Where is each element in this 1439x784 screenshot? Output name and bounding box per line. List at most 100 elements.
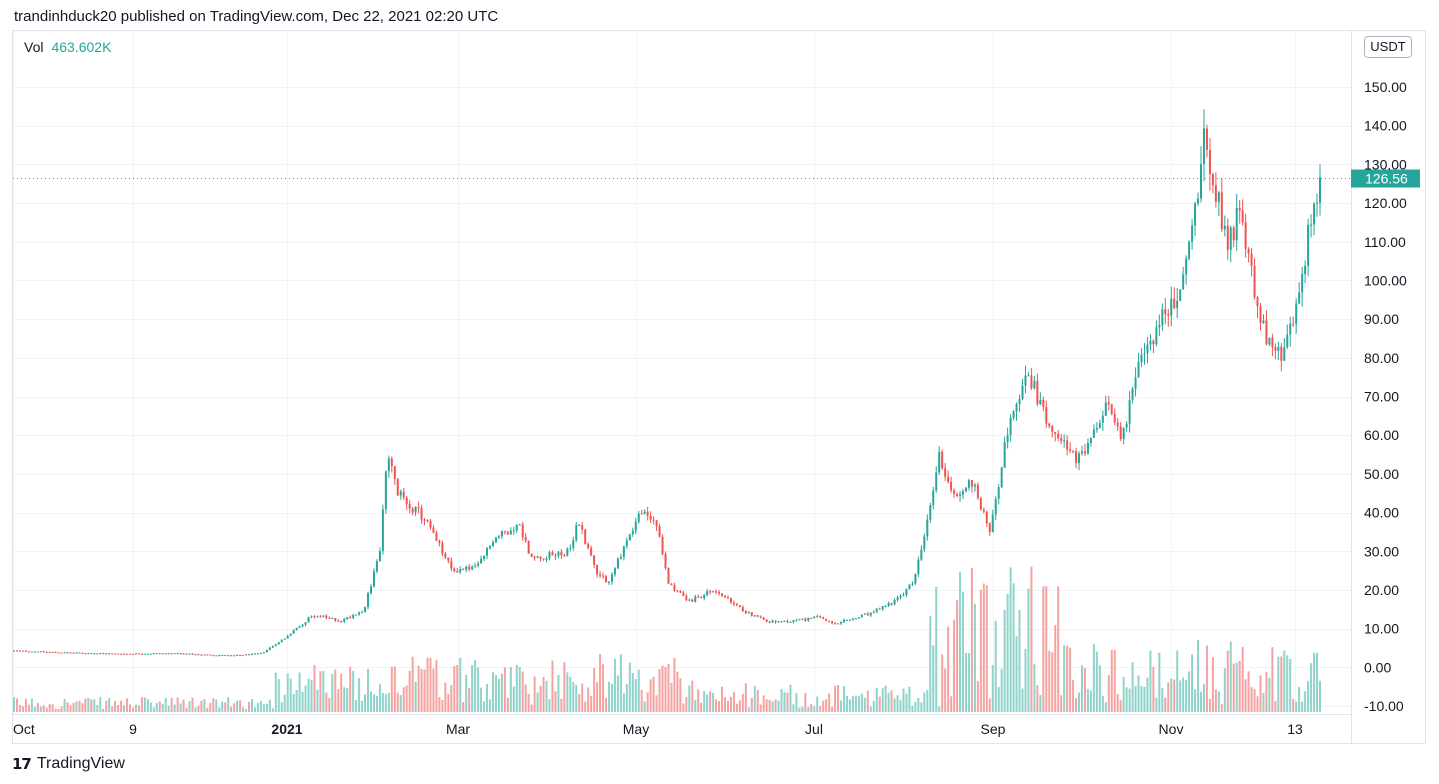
volume-bar[interactable] <box>1179 680 1182 712</box>
candle-body[interactable] <box>283 638 286 640</box>
volume-bar[interactable] <box>774 699 777 712</box>
volume-bar[interactable] <box>970 568 973 712</box>
volume-bar[interactable] <box>209 703 212 712</box>
volume-bar[interactable] <box>676 671 679 712</box>
candle-body[interactable] <box>1101 415 1104 423</box>
candle-body[interactable] <box>93 653 96 655</box>
candle-body[interactable] <box>81 652 84 654</box>
volume-bar[interactable] <box>1131 662 1134 712</box>
candle-body[interactable] <box>914 573 917 584</box>
volume-bar[interactable] <box>679 678 682 712</box>
candle-body[interactable] <box>1295 303 1298 324</box>
volume-bar[interactable] <box>111 706 114 712</box>
candle-body[interactable] <box>1265 320 1268 345</box>
candle-body[interactable] <box>741 607 744 612</box>
volume-bar[interactable] <box>872 700 875 712</box>
volume-bar[interactable] <box>262 704 265 712</box>
candle-body[interactable] <box>610 574 613 582</box>
candle-body[interactable] <box>1006 434 1009 443</box>
volume-bar[interactable] <box>1083 668 1086 712</box>
candle-body[interactable] <box>765 619 768 622</box>
candle-body[interactable] <box>250 653 253 655</box>
candle-body[interactable] <box>923 536 926 550</box>
volume-bar[interactable] <box>18 704 21 712</box>
volume-bar[interactable] <box>1244 679 1247 712</box>
volume-bar[interactable] <box>1116 694 1119 712</box>
volume-bar[interactable] <box>509 666 512 712</box>
candle-body[interactable] <box>414 507 417 513</box>
volume-bar[interactable] <box>271 708 274 712</box>
candle-body[interactable] <box>1319 177 1321 203</box>
volume-bar[interactable] <box>899 700 902 712</box>
volume-bar[interactable] <box>42 705 45 712</box>
volume-bar[interactable] <box>825 699 828 712</box>
candle-body[interactable] <box>947 476 950 482</box>
candle-body[interactable] <box>444 553 447 558</box>
volume-bar[interactable] <box>866 690 869 712</box>
volume-bar[interactable] <box>1069 647 1072 712</box>
candle-body[interactable] <box>435 532 438 541</box>
candle-body[interactable] <box>962 491 965 495</box>
volume-bar[interactable] <box>563 662 566 712</box>
candle-body[interactable] <box>1057 433 1060 439</box>
candle-body[interactable] <box>756 615 759 617</box>
volume-bar[interactable] <box>99 697 102 712</box>
candle-body[interactable] <box>358 612 361 615</box>
volume-bar[interactable] <box>54 708 57 712</box>
candle-body[interactable] <box>265 649 268 653</box>
volume-bar[interactable] <box>869 706 872 712</box>
volume-bar[interactable] <box>420 668 423 712</box>
volume-bar[interactable] <box>328 698 331 712</box>
candle-body[interactable] <box>361 612 364 614</box>
volume-bar[interactable] <box>932 645 935 712</box>
volume-bar[interactable] <box>361 700 364 712</box>
candle-body[interactable] <box>560 551 563 556</box>
candle-body[interactable] <box>57 652 60 654</box>
candle-body[interactable] <box>188 653 191 655</box>
candle-body[interactable] <box>619 557 622 559</box>
volume-bar[interactable] <box>506 697 509 712</box>
volume-bar[interactable] <box>637 669 640 712</box>
candle-body[interactable] <box>845 620 848 622</box>
volume-bar[interactable] <box>1197 640 1200 712</box>
volume-bar[interactable] <box>545 680 548 712</box>
candle-body[interactable] <box>563 555 566 557</box>
candle-body[interactable] <box>857 617 860 619</box>
volume-bar[interactable] <box>1223 668 1226 712</box>
volume-bar[interactable] <box>557 675 560 712</box>
candle-body[interactable] <box>1217 192 1220 202</box>
volume-bar[interactable] <box>265 703 268 712</box>
volume-bar[interactable] <box>164 697 167 712</box>
candle-body[interactable] <box>1149 340 1152 345</box>
volume-bar[interactable] <box>48 704 51 712</box>
candle-body[interactable] <box>902 594 905 596</box>
volume-bar[interactable] <box>1101 695 1104 712</box>
candle-body[interactable] <box>509 530 512 535</box>
volume-bar[interactable] <box>387 692 390 712</box>
volume-bar[interactable] <box>566 672 569 712</box>
volume-bar[interactable] <box>1009 567 1012 712</box>
candle-body[interactable] <box>929 505 932 520</box>
volume-bar[interactable] <box>117 705 120 712</box>
candle-body[interactable] <box>111 653 114 655</box>
volume-bar[interactable] <box>1089 690 1092 712</box>
candle-body[interactable] <box>1015 403 1018 412</box>
volume-bar[interactable] <box>994 621 997 712</box>
volume-bar[interactable] <box>441 699 444 712</box>
candle-body[interactable] <box>286 635 289 639</box>
candle-body[interactable] <box>173 653 176 655</box>
candle-body[interactable] <box>352 615 355 618</box>
candle-body[interactable] <box>503 531 506 533</box>
candle-body[interactable] <box>1292 323 1295 325</box>
candle-body[interactable] <box>661 536 664 555</box>
candle-body[interactable] <box>970 480 973 487</box>
candle-body[interactable] <box>140 653 143 655</box>
volume-bar[interactable] <box>331 674 334 712</box>
candle-body[interactable] <box>146 653 149 655</box>
volume-bar[interactable] <box>863 697 866 712</box>
volume-bar[interactable] <box>554 691 557 712</box>
candle-body[interactable] <box>90 653 93 655</box>
volume-bar[interactable] <box>1098 665 1101 712</box>
volume-bar[interactable] <box>143 697 146 712</box>
candle-body[interactable] <box>96 653 99 655</box>
